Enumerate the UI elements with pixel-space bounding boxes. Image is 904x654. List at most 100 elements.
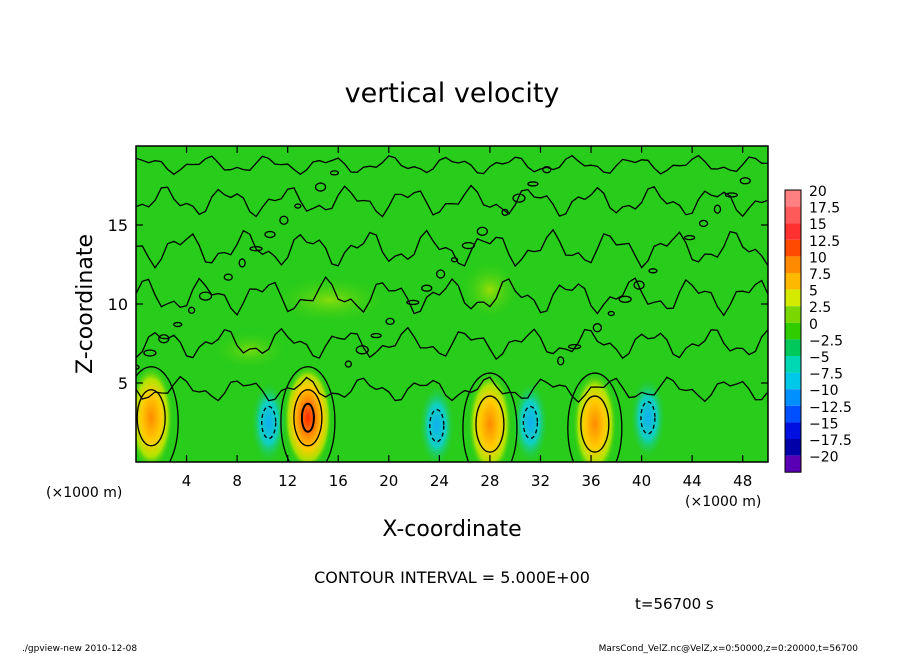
- footer-right: MarsCond_VelZ.nc@VelZ,x=0:50000,z=0:2000…: [599, 644, 859, 654]
- contour-blob: [329, 170, 340, 176]
- colorbar-swatch: [785, 339, 801, 356]
- contour-blob: [698, 219, 709, 228]
- contour-blob: [406, 299, 420, 306]
- contour-blob: [264, 230, 276, 239]
- x-axis-label: X-coordinate: [382, 517, 521, 542]
- contour-zero: [567, 372, 623, 462]
- contour-blob: [542, 166, 552, 174]
- downdraft-cell: [629, 375, 666, 460]
- chart-title: vertical velocity: [345, 78, 560, 109]
- x-tick-label: 16: [329, 472, 348, 490]
- updraft-cell: [572, 372, 617, 462]
- plot-area: [136, 146, 768, 462]
- contour-positive-inner: [300, 402, 315, 433]
- colorbar-label: −15: [809, 416, 839, 432]
- colorbar-swatch: [785, 273, 801, 290]
- contour-band: [136, 326, 768, 361]
- y-axis-label: Z-coordinate: [73, 234, 98, 374]
- contour-blob: [739, 177, 751, 185]
- contour-blob: [435, 269, 446, 279]
- y-tick-label: 10: [108, 295, 128, 314]
- x-tick-label: 20: [379, 472, 398, 490]
- contour-blob: [198, 291, 213, 301]
- contour-positive: [580, 395, 610, 453]
- y-tick-label: 15: [108, 216, 128, 235]
- contour-band: [136, 275, 768, 317]
- contour-blob: [450, 257, 459, 263]
- contour-blob: [173, 321, 183, 328]
- colorbar-swatch: [785, 455, 801, 473]
- contour-blob: [314, 182, 327, 192]
- velocity-features: [136, 365, 666, 462]
- contour-band: [136, 154, 768, 176]
- contour-positive: [293, 389, 323, 447]
- updraft-cell: [283, 365, 332, 462]
- contour-negative: [261, 405, 277, 440]
- contour-band: [136, 228, 768, 269]
- colorbar-swatch: [785, 256, 801, 273]
- contour-blob: [683, 234, 696, 241]
- colorbar-label: −2.5: [809, 333, 843, 349]
- x-tick-label: 28: [480, 472, 499, 490]
- colorbar-swatch: [785, 389, 801, 406]
- colorbar-label: 5: [809, 284, 818, 300]
- downdraft-cell: [250, 380, 287, 462]
- contour-blob: [461, 241, 476, 250]
- contour-negative: [640, 401, 656, 435]
- contour-band: [136, 375, 768, 404]
- contour-blob: [136, 364, 140, 370]
- contour-blob: [567, 344, 582, 350]
- x-unit-left: (×1000 m): [46, 485, 122, 501]
- contour-blob: [187, 306, 196, 314]
- contour-blob: [355, 345, 369, 355]
- downdraft-cell: [512, 380, 549, 462]
- contour-negative: [522, 405, 539, 440]
- colorbar-label: 20: [809, 184, 827, 200]
- contour-blob: [618, 295, 632, 303]
- colorbar-swatch: [785, 239, 801, 257]
- y-tick-label: 5: [118, 374, 128, 393]
- contour-blob: [592, 323, 603, 333]
- colorbar-swatch: [785, 322, 801, 340]
- contour-blob: [527, 181, 539, 187]
- contour-blob: [421, 284, 433, 292]
- contour-interval-text: CONTOUR INTERVAL = 5.000E+00: [314, 568, 590, 587]
- updraft-cell: [136, 365, 174, 462]
- contour-positive: [136, 389, 166, 447]
- contour-blob: [143, 349, 157, 357]
- colorbar-label: −20: [809, 450, 839, 466]
- colorbar-frame: [784, 189, 802, 473]
- colorbar: 2017.51512.5107.552.50−2.5−5−7.5−10−12.5…: [784, 184, 852, 473]
- colorbar-swatch: [785, 405, 801, 423]
- colorbar-swatch: [785, 356, 801, 373]
- contour-blob: [385, 317, 395, 326]
- downdraft-cell: [418, 383, 455, 462]
- colorbar-label: −17.5: [809, 433, 852, 449]
- x-tick-label: 36: [581, 472, 600, 490]
- contour-blob: [238, 258, 246, 268]
- colorbar-swatch: [785, 439, 801, 456]
- x-tick-label: 4: [182, 472, 192, 490]
- colorbar-label: −5: [809, 350, 830, 366]
- colorbar-label: −12.5: [809, 400, 852, 416]
- colorbar-label: 17.5: [809, 201, 840, 217]
- contour-zero: [280, 366, 336, 462]
- colorbar-swatch: [785, 223, 801, 240]
- contour-blob: [607, 310, 615, 317]
- contour-blob: [223, 273, 233, 281]
- x-tick-label: 8: [232, 472, 242, 490]
- contour-blob: [557, 356, 565, 366]
- contour-blob: [633, 280, 645, 290]
- colorbar-swatch: [785, 206, 801, 224]
- colorbar-swatch: [785, 306, 801, 323]
- contour-positive: [475, 395, 505, 453]
- colorbar-label: 10: [809, 250, 827, 266]
- contour-blob: [476, 226, 488, 236]
- contour-blob: [158, 334, 170, 344]
- colorbar-swatch: [785, 372, 801, 390]
- contour-blob: [344, 360, 353, 368]
- contour-zero: [136, 366, 179, 462]
- contour-blob: [370, 332, 382, 339]
